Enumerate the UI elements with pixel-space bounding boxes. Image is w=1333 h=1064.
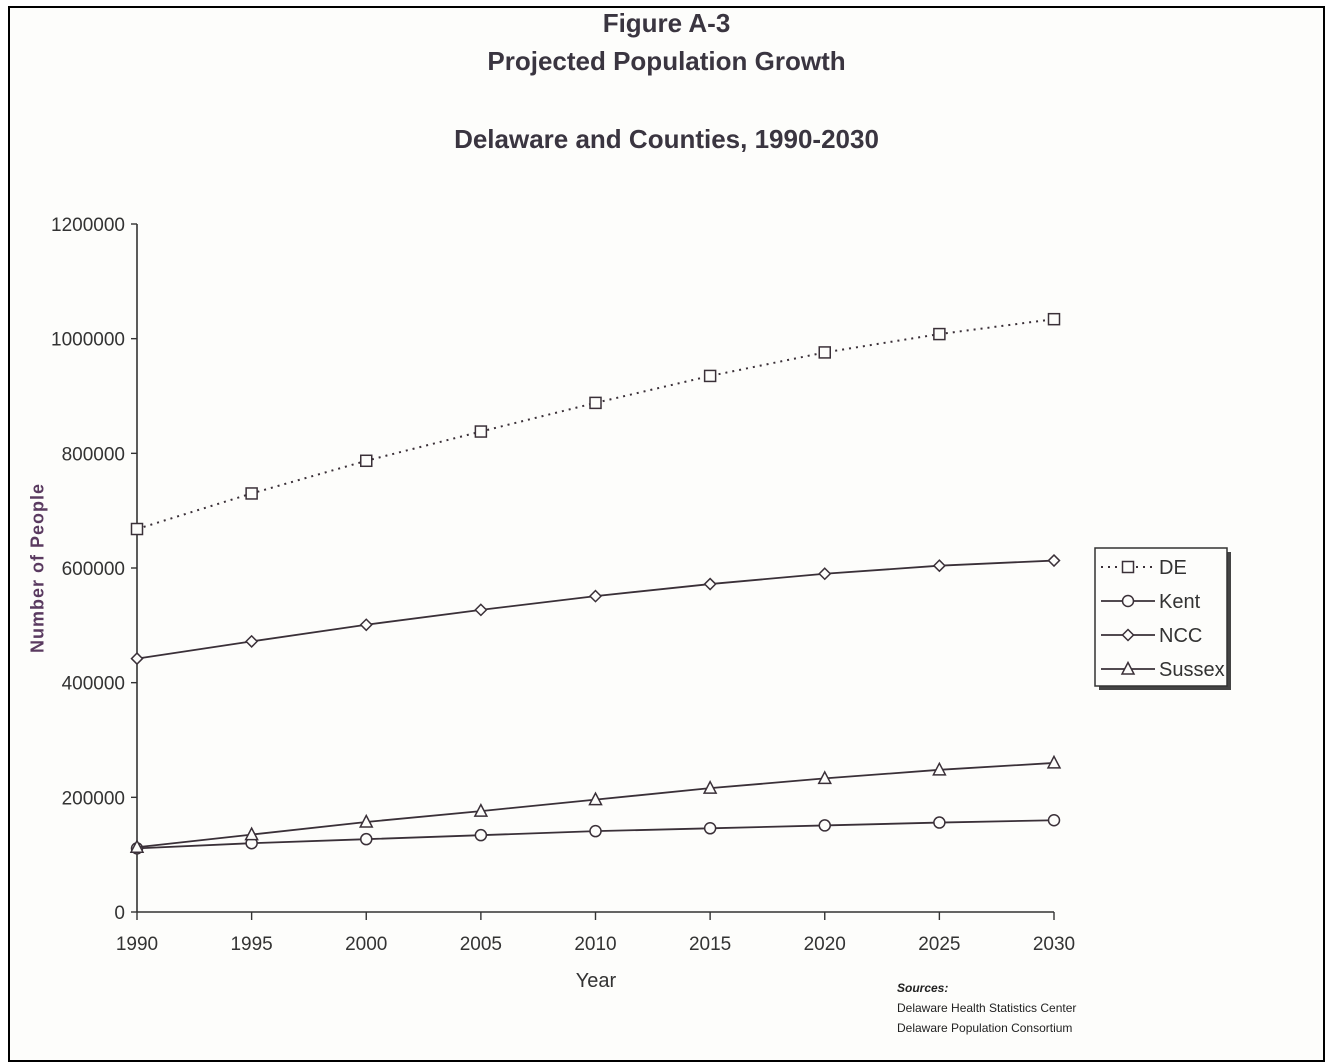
point-ncc xyxy=(1047,553,1061,568)
point-sussex xyxy=(1046,754,1062,769)
series-layer xyxy=(129,312,1062,855)
legend-item-kent: Kent xyxy=(1101,591,1201,613)
axes: 0 200000 400000 600000 800000 1000000 1200000 1… xyxy=(51,215,1075,955)
series-sussex xyxy=(129,754,1062,853)
legend-marker-de xyxy=(1121,560,1135,574)
legend-box xyxy=(1094,547,1228,687)
point-de xyxy=(818,346,831,359)
point-de xyxy=(589,396,602,410)
y-tick-label: 600000 xyxy=(62,559,125,580)
sources-note: Sources: Delaware Health Statistics Cent… xyxy=(897,978,1076,1038)
point-kent xyxy=(360,832,373,846)
x-tick-label: 2025 xyxy=(918,934,960,955)
point-sussex xyxy=(129,839,145,853)
point-de xyxy=(245,487,258,500)
legend: DE Kent NCC Sussex xyxy=(1094,547,1231,690)
point-kent xyxy=(474,828,488,842)
point-sussex xyxy=(359,813,374,828)
legend-item-ncc: NCC xyxy=(1101,625,1202,647)
figure-label: Figure A-3 xyxy=(602,8,731,38)
point-sussex xyxy=(817,770,832,785)
legend-label-sussex: Sussex xyxy=(1159,659,1225,681)
source-line-1: Delaware Health Statistics Center xyxy=(897,1001,1077,1015)
legend-label-ncc: NCC xyxy=(1159,625,1202,647)
point-de xyxy=(933,327,946,341)
point-de xyxy=(1047,312,1061,326)
x-tick-label: 2005 xyxy=(460,934,502,955)
series-line-ncc xyxy=(136,559,1055,660)
point-sussex xyxy=(932,761,947,776)
legend-marker-sussex xyxy=(1120,660,1136,675)
chart-subtitle: Delaware and Counties, 1990-2030 xyxy=(454,124,879,154)
y-tick-label: 0 xyxy=(114,903,125,924)
point-ncc xyxy=(588,589,603,603)
x-tick-label: 2010 xyxy=(574,934,616,955)
point-ncc xyxy=(932,559,946,573)
point-kent xyxy=(1047,814,1061,827)
point-de xyxy=(474,425,488,438)
point-de xyxy=(130,522,144,536)
chart-title: Projected Population Growth xyxy=(487,46,846,76)
point-ncc xyxy=(130,652,144,666)
series-line-de xyxy=(136,318,1055,530)
point-ncc xyxy=(818,567,832,581)
point-sussex xyxy=(702,780,718,794)
x-tick-label: 2015 xyxy=(689,934,731,955)
legend-marker-ncc xyxy=(1121,628,1135,642)
y-tick-label: 1000000 xyxy=(51,330,125,351)
y-tick-label: 200000 xyxy=(62,788,125,809)
point-ncc xyxy=(474,603,488,617)
y-tick-label: 400000 xyxy=(62,674,125,695)
series-de xyxy=(130,312,1061,536)
point-kent xyxy=(818,819,831,832)
point-de xyxy=(703,369,717,383)
legend-item-de: DE xyxy=(1101,557,1187,579)
point-ncc xyxy=(245,634,259,648)
y-tick-label: 1200000 xyxy=(51,215,125,236)
point-ncc xyxy=(359,618,373,632)
sources-heading: Sources: xyxy=(897,981,949,995)
x-tick-label: 1990 xyxy=(116,934,158,955)
point-kent xyxy=(589,824,602,838)
point-sussex xyxy=(473,802,489,817)
point-sussex xyxy=(244,826,259,841)
x-axis-label: Year xyxy=(575,970,617,992)
x-tick-label: 2000 xyxy=(345,934,387,955)
series-kent xyxy=(130,814,1061,855)
legend-item-sussex: Sussex xyxy=(1101,659,1225,681)
series-ncc xyxy=(130,553,1061,666)
point-kent xyxy=(703,822,717,835)
point-kent xyxy=(933,816,946,829)
point-ncc xyxy=(703,577,717,591)
legend-marker-kent xyxy=(1121,594,1135,608)
figure-frame xyxy=(8,6,1325,1062)
source-line-2: Delaware Population Consortium xyxy=(897,1021,1073,1035)
y-tick-label: 800000 xyxy=(62,444,125,465)
x-tick-label: 1995 xyxy=(230,934,272,955)
point-sussex xyxy=(588,791,603,806)
legend-label-de: DE xyxy=(1159,557,1187,579)
point-de xyxy=(360,454,373,468)
x-tick-label: 2020 xyxy=(804,934,846,955)
x-tick-label: 2030 xyxy=(1033,934,1075,955)
legend-label-kent: Kent xyxy=(1159,591,1201,613)
